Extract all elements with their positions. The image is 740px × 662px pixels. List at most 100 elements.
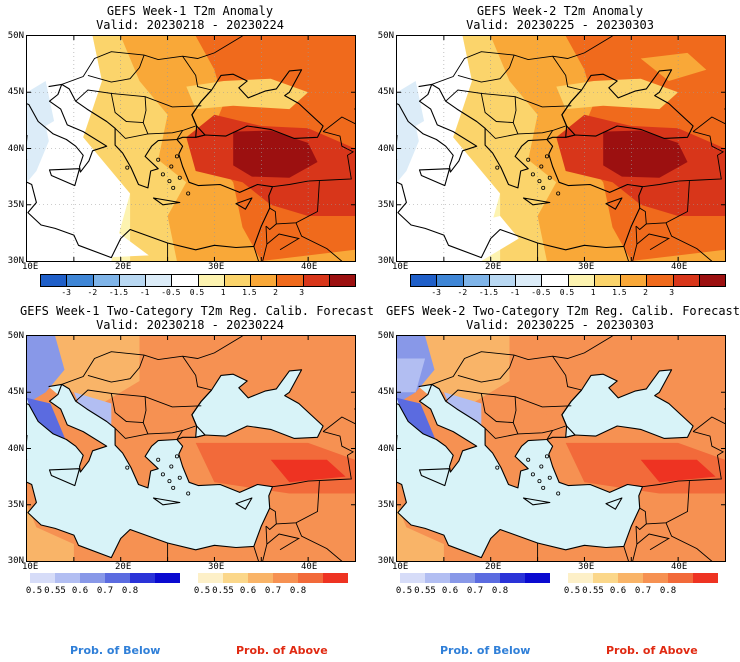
lat-label: 50N [377,331,394,341]
lat-label: 45N [377,87,394,97]
colorbar-tick-label: 0.6 [441,586,459,596]
lat-label: 30N [377,256,394,266]
lat-label: 30N [377,556,394,566]
colorbar-swatch [105,573,130,583]
panel-title: GEFS Week-1 Two-Category T2m Reg. Calib.… [20,304,375,318]
colorbar-tick-label: 2 [643,288,648,297]
lat-label: 50N [7,331,24,341]
colorbar-swatch [621,275,648,286]
colorbar-swatch [647,275,674,286]
colorbar-swatch [463,275,490,286]
panel-title: GEFS Week-2 T2m Anomaly [476,4,644,18]
colorbar-swatch [489,275,516,286]
lat-label: 35N [377,200,394,210]
colorbar-tick-label: 0.55 [212,586,234,596]
colorbar-swatch [224,275,251,286]
lat-label: 40N [7,444,24,454]
anomaly-map [396,35,726,262]
panel-valid-dates: Valid: 20230218 - 20230224 [96,18,284,32]
lat-label: 40N [377,144,394,154]
colorbar-tick-label: 0.8 [659,586,677,596]
colorbar-swatch [693,573,718,583]
colorbar-swatch [277,275,304,286]
panel-valid-dates: Valid: 20230225 - 20230303 [466,18,654,32]
panel-valid-dates: Valid: 20230218 - 20230224 [96,318,284,332]
colorbar-tick-label: -0.5 [531,288,551,297]
colorbar-swatch [594,275,621,286]
colorbar-tick-label: 0.7 [466,586,484,596]
panel-title: GEFS Week-2 Two-Category T2m Reg. Calib.… [386,304,740,318]
lat-label: 35N [7,200,24,210]
colorbar-tick-label: 0.55 [44,586,66,596]
prob-above-legend-label: Prob. of Above [606,644,698,657]
lon-label: 40E [671,562,688,572]
colorbar-swatch [298,573,323,583]
colorbar-swatch [643,573,668,583]
colorbar-tick-label: 1 [590,288,596,297]
colorbar-swatch [67,275,94,286]
colorbar-swatch [41,275,68,286]
colorbar-swatch [411,275,438,286]
colorbar-tick-label: -1.5 [108,288,129,297]
colorbar-swatch [248,573,273,583]
colorbar-swatch [119,275,146,286]
probability-map [26,335,356,562]
colorbar-tick-label: 1.5 [242,288,257,297]
lon-label: 30E [578,262,595,272]
colorbar-tick-label: 0.55 [414,586,436,596]
lon-label: 40E [301,262,318,272]
colorbar-swatch [329,275,355,286]
colorbar-swatch [93,275,120,286]
colorbar-swatch [273,573,298,583]
colorbar-swatch [223,573,248,583]
colorbar-tick-label: 0.5 [189,288,205,297]
lat-label: 50N [377,31,394,41]
anomaly-colorbar [410,274,726,287]
colorbar-tick-label: 0.7 [96,586,114,596]
lon-label: 30E [208,262,225,272]
lon-label: 40E [671,262,688,272]
colorbar-swatch [568,275,595,286]
colorbar-swatch [450,573,475,583]
lat-label: 45N [7,387,24,397]
lat-label: 45N [377,387,394,397]
colorbar-swatch [55,573,80,583]
lon-label: 10E [392,262,409,272]
lat-label: 35N [377,500,394,510]
colorbar-swatch [542,275,569,286]
colorbar-tick-label: -1.5 [478,288,499,297]
lon-label: 30E [208,562,225,572]
colorbar-tick-label: 2 [273,288,278,297]
colorbar-tick-label: 0.5 [395,586,413,596]
probability-map [396,335,726,562]
prob-below-legend-label: Prob. of Below [70,644,161,657]
colorbar-tick-label: -0.5 [161,288,181,297]
colorbar-tick-label: 3 [669,288,675,297]
lat-label: 35N [7,500,24,510]
panel-title: GEFS Week-1 T2m Anomaly [106,4,274,18]
lat-label: 40N [7,144,24,154]
colorbar-swatch [130,573,155,583]
prob-below-colorbar [30,573,180,583]
colorbar-tick-label: 0.7 [264,586,282,596]
colorbar-swatch [303,275,330,286]
colorbar-swatch [673,275,700,286]
prob-above-legend-label: Prob. of Above [236,644,328,657]
colorbar-swatch [516,275,543,286]
colorbar-tick-label: -3 [431,288,441,297]
colorbar-tick-label: 0.5 [559,288,575,297]
colorbar-swatch [593,573,618,583]
colorbar-tick-label: 0.8 [491,586,509,596]
colorbar-swatch [437,275,464,286]
panel-valid-dates: Valid: 20230225 - 20230303 [466,318,654,332]
prob-below-colorbar [400,573,550,583]
colorbar-swatch [568,573,593,583]
colorbar-tick-label: -1 [139,288,150,297]
lat-label: 30N [7,556,24,566]
colorbar-tick-label: -3 [61,288,71,297]
lon-label: 30E [578,562,595,572]
colorbar-swatch [668,573,693,583]
anomaly-colorbar [40,274,356,287]
lon-label: 40E [301,562,318,572]
colorbar-tick-label: 0.5 [193,586,211,596]
